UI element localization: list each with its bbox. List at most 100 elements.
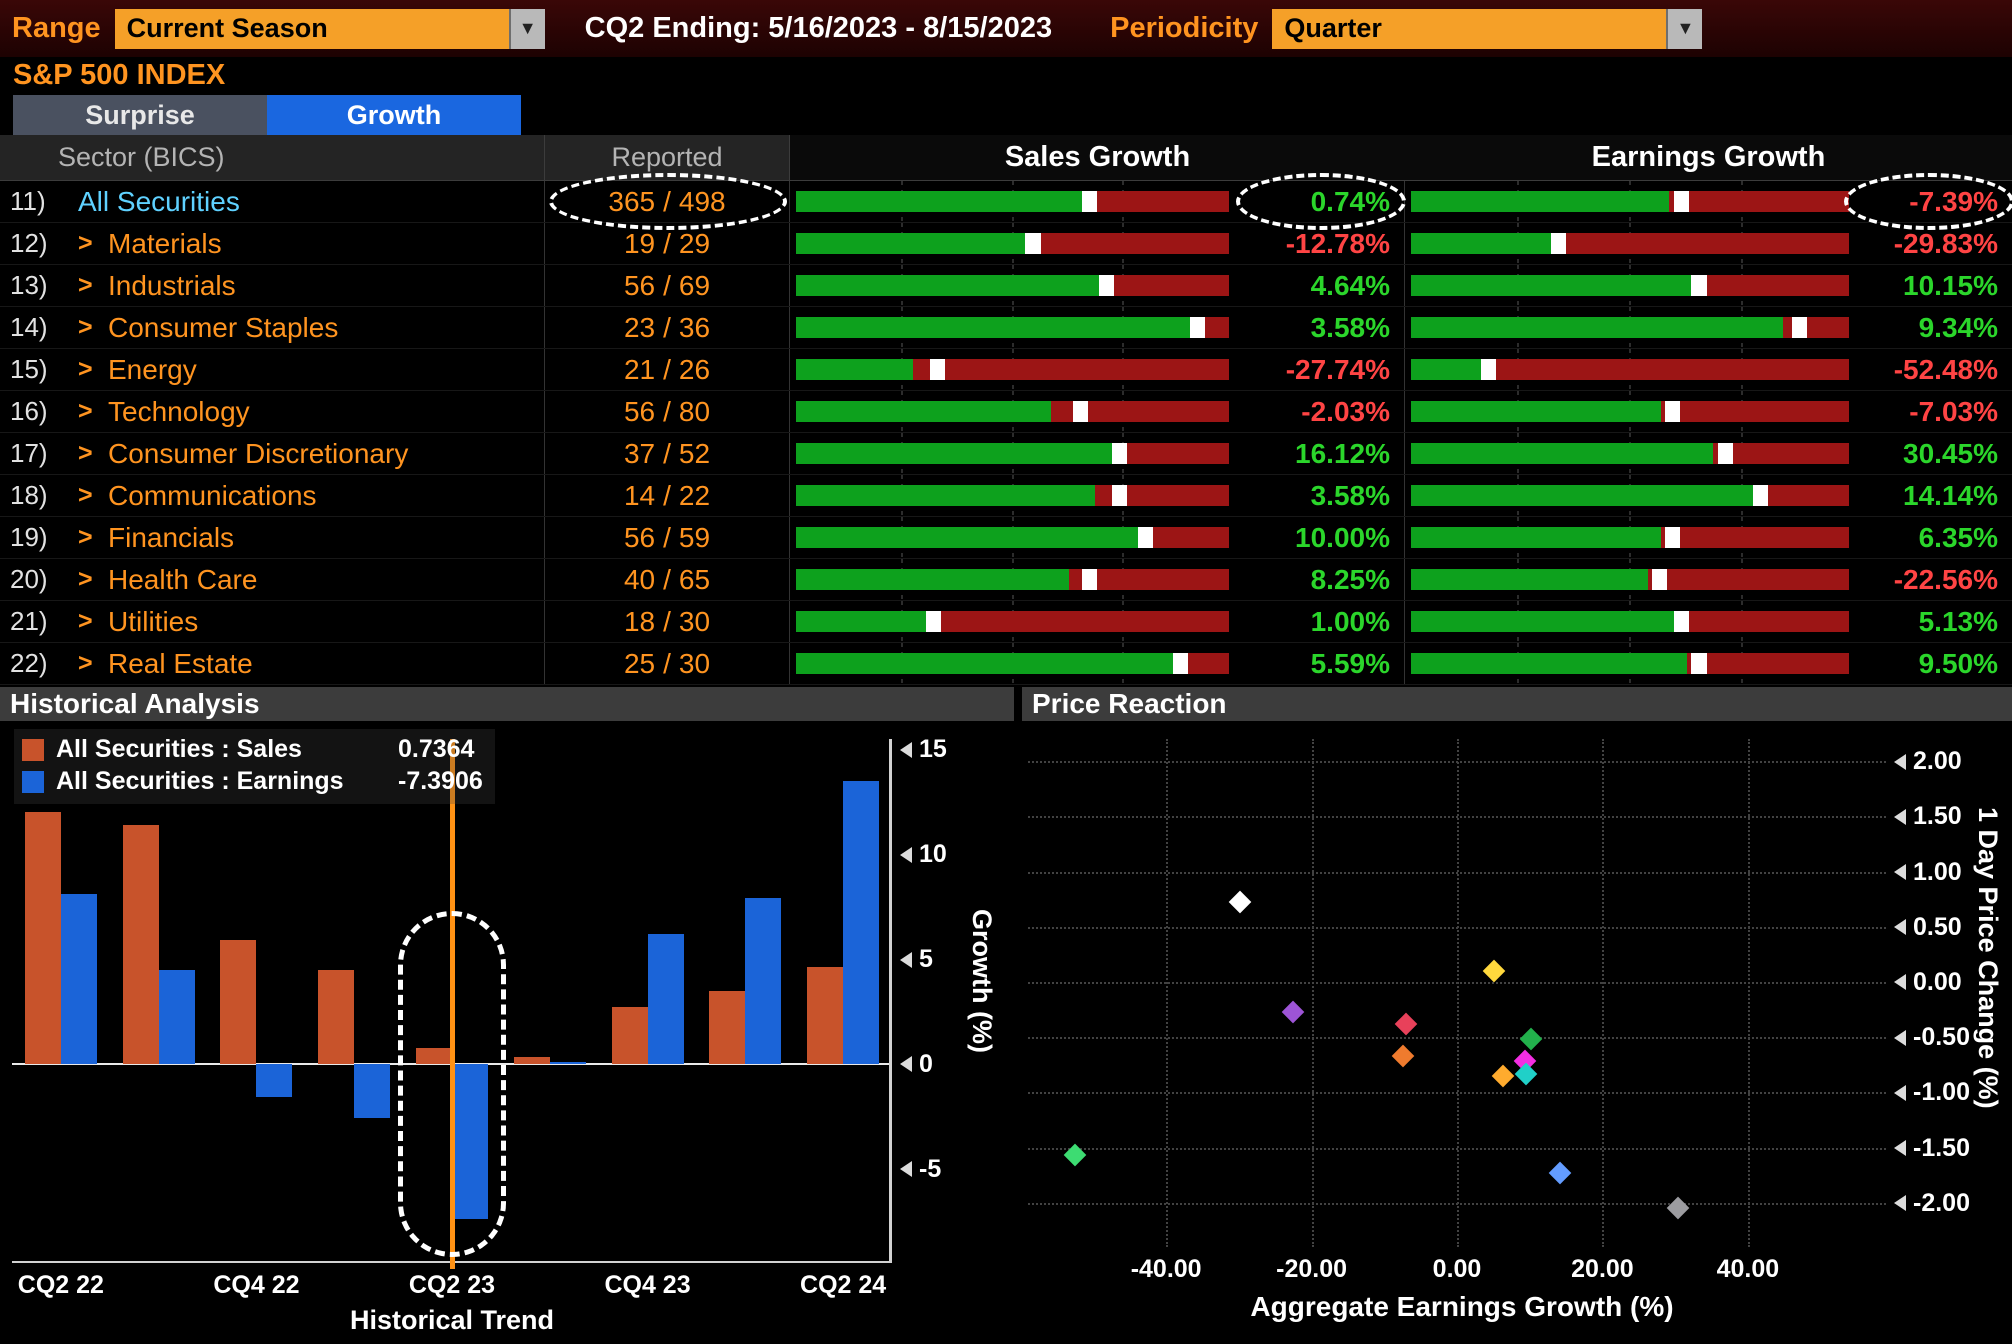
sector-name: Financials (108, 522, 234, 554)
earnings-growth-value-cell: 14.14% (1855, 475, 2012, 516)
sales-growth-value: 16.12% (1295, 438, 1390, 470)
reported-total: 498 (679, 186, 751, 218)
expand-chevron-icon[interactable]: > (78, 649, 98, 678)
reported-slash: / (655, 186, 679, 218)
expand-chevron-icon[interactable]: > (78, 565, 98, 594)
y-tick: -0.50 (1894, 1023, 1970, 1052)
reported-total: 29 (679, 228, 751, 260)
bar-positive-segment (1411, 191, 1669, 212)
table-row[interactable]: 17)>Consumer Discretionary37/5216.12%30.… (0, 433, 2012, 475)
bar-positive-segment (796, 317, 1190, 338)
tick-arrow-icon (1894, 1140, 1906, 1156)
tab-surprise[interactable]: Surprise (13, 95, 267, 135)
bar-marker (1112, 443, 1127, 464)
bar-marker (1674, 191, 1689, 212)
table-row[interactable]: 22)>Real Estate25/305.59%9.50% (0, 643, 2012, 685)
legend-value: 0.7364 (398, 735, 474, 764)
sector-name: Materials (108, 228, 222, 260)
tick-arrow-icon (1894, 754, 1906, 770)
bar-track (1411, 359, 1849, 380)
reported-slash: / (655, 396, 679, 428)
sector-cell[interactable]: 12)>Materials (0, 223, 545, 264)
bar-track (1411, 485, 1849, 506)
legend-value: -7.3906 (398, 767, 483, 796)
bar-marker (1099, 275, 1114, 296)
range-select[interactable]: Current Season ▼ (115, 9, 545, 49)
earnings-growth-value: 30.45% (1903, 438, 1998, 470)
earnings-growth-value-cell: -52.48% (1855, 349, 2012, 390)
periodicity-dropdown-arrow-icon[interactable]: ▼ (1666, 9, 1702, 49)
y-tick: 0 (900, 1050, 933, 1079)
historical-xaxis-title: Historical Trend (350, 1305, 554, 1336)
sector-cell[interactable]: 19)>Financials (0, 517, 545, 558)
earnings-bar (256, 1064, 292, 1098)
sales-growth-value: -12.78% (1286, 228, 1390, 260)
sales-growth-value: 3.58% (1311, 312, 1390, 344)
table-row[interactable]: 12)>Materials19/29-12.78%-29.83% (0, 223, 2012, 265)
sector-cell[interactable]: 16)>Technology (0, 391, 545, 432)
expand-chevron-icon[interactable]: > (78, 397, 98, 426)
tab-growth[interactable]: Growth (267, 95, 521, 135)
expand-chevron-icon[interactable]: > (78, 271, 98, 300)
sector-name: Health Care (108, 564, 257, 596)
tick-label: 15 (919, 735, 947, 764)
table-row[interactable]: 15)>Energy21/26-27.74%-52.48% (0, 349, 2012, 391)
y-tick: -1.00 (1894, 1078, 1970, 1107)
v-gridline (1312, 739, 1314, 1247)
sales-growth-bar (790, 265, 1235, 306)
earnings-growth-value: -52.48% (1894, 354, 1998, 386)
expand-chevron-icon[interactable]: > (78, 607, 98, 636)
table-row[interactable]: 18)>Communications14/223.58%14.14% (0, 475, 2012, 517)
x-tick-label: CQ2 24 (800, 1271, 886, 1300)
index-row: S&P 500 INDEX (0, 57, 2012, 93)
periodicity-select[interactable]: Quarter ▼ (1272, 9, 1702, 49)
sector-cell[interactable]: 11)All Securities (0, 181, 545, 222)
bar-marker (1173, 653, 1188, 674)
bar-track (796, 485, 1229, 506)
reported-cell: 56/59 (545, 517, 790, 558)
sector-cell[interactable]: 13)>Industrials (0, 265, 545, 306)
y-tick: 10 (900, 840, 947, 869)
sector-cell[interactable]: 15)>Energy (0, 349, 545, 390)
sector-name: Utilities (108, 606, 198, 638)
sector-cell[interactable]: 22)>Real Estate (0, 643, 545, 684)
table-row[interactable]: 16)>Technology56/80-2.03%-7.03% (0, 391, 2012, 433)
sector-cell[interactable]: 21)>Utilities (0, 601, 545, 642)
reported-count: 365 (583, 186, 655, 218)
sales-bar (318, 970, 354, 1064)
table-row[interactable]: 14)>Consumer Staples23/363.58%9.34% (0, 307, 2012, 349)
range-dropdown-arrow-icon[interactable]: ▼ (509, 9, 545, 49)
expand-chevron-icon[interactable]: > (78, 355, 98, 384)
table-row[interactable]: 13)>Industrials56/694.64%10.15% (0, 265, 2012, 307)
expand-chevron-icon[interactable]: > (78, 523, 98, 552)
expand-chevron-icon[interactable]: > (78, 481, 98, 510)
sector-cell[interactable]: 17)>Consumer Discretionary (0, 433, 545, 474)
index-title: S&P 500 INDEX (13, 59, 225, 92)
expand-chevron-icon[interactable]: > (78, 313, 98, 342)
row-number: 14) (10, 312, 68, 343)
tick-arrow-icon (1894, 974, 1906, 990)
table-row[interactable]: 20)>Health Care40/658.25%-22.56% (0, 559, 2012, 601)
sector-cell[interactable]: 20)>Health Care (0, 559, 545, 600)
table-row[interactable]: 19)>Financials56/5910.00%6.35% (0, 517, 2012, 559)
bar-marker (1190, 317, 1205, 338)
expand-chevron-icon[interactable]: > (78, 229, 98, 258)
table-row[interactable]: 11)All Securities365/4980.74%-7.39% (0, 181, 2012, 223)
v-gridline (1457, 739, 1459, 1247)
sector-cell[interactable]: 14)>Consumer Staples (0, 307, 545, 348)
sales-growth-value: 10.00% (1295, 522, 1390, 554)
tick-label: -0.50 (1913, 1023, 1970, 1052)
table-row[interactable]: 21)>Utilities18/301.00%5.13% (0, 601, 2012, 643)
historical-analysis-header: Historical Analysis (0, 687, 1014, 721)
expand-chevron-icon[interactable]: > (78, 439, 98, 468)
sales-growth-value-cell: 5.59% (1235, 643, 1405, 684)
sales-growth-bar (790, 349, 1235, 390)
bar-track (796, 233, 1229, 254)
bar-positive-segment (1411, 401, 1661, 422)
topbar: Range Current Season ▼ CQ2 Ending: 5/16/… (0, 0, 2012, 57)
v-gridline (1748, 739, 1750, 1247)
highlight-capsule (398, 911, 506, 1257)
y-tick: 2.00 (1894, 747, 1962, 776)
scatter-point-industrials (1519, 1028, 1542, 1051)
sector-cell[interactable]: 18)>Communications (0, 475, 545, 516)
